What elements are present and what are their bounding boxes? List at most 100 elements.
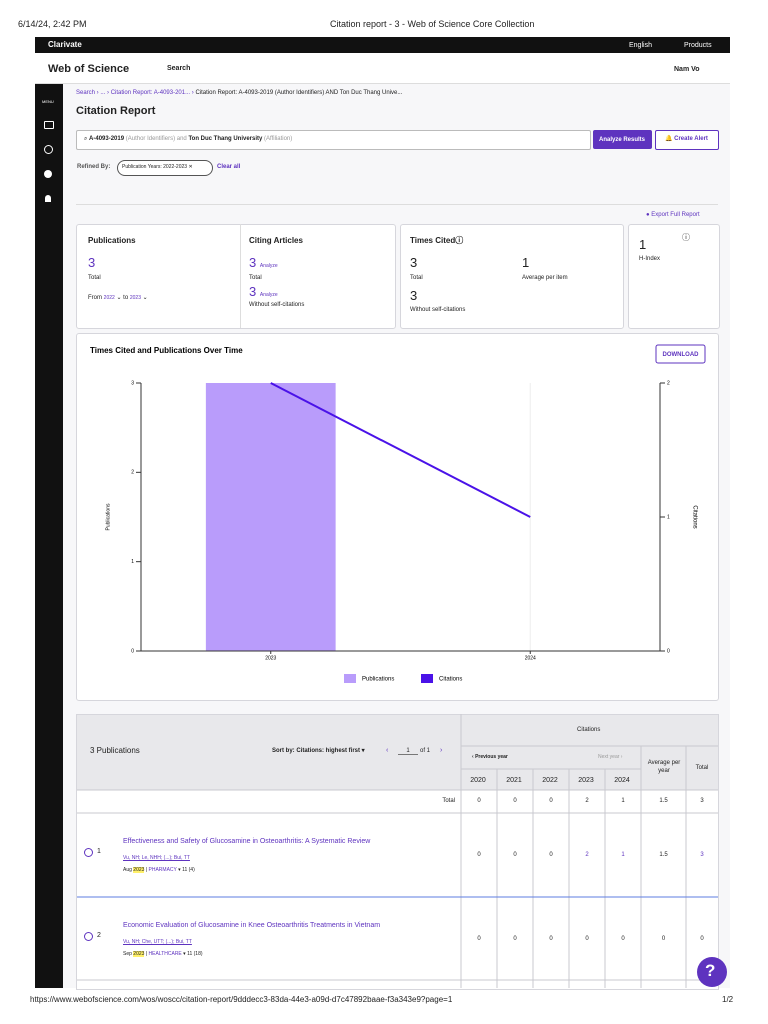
- from-year[interactable]: 2022: [103, 295, 115, 301]
- prev-page[interactable]: ‹: [386, 747, 389, 754]
- logo[interactable]: Web of Science: [48, 63, 130, 75]
- row-cell: 0: [549, 852, 553, 858]
- card-label: Without self-citations: [249, 302, 305, 308]
- y2-tick-label: 1: [667, 514, 670, 520]
- analyze-link[interactable]: Analyze: [259, 263, 278, 269]
- help-label: ?: [705, 961, 716, 980]
- to-year[interactable]: 2023: [129, 295, 141, 301]
- export-text: Export Full Report: [651, 212, 700, 218]
- row-cell: 0: [549, 936, 553, 942]
- year-header: 2022: [542, 777, 558, 784]
- row-number: 1: [97, 848, 101, 855]
- top-bar: [35, 37, 730, 53]
- row-cell: 0: [513, 852, 517, 858]
- card-title: Publications: [88, 236, 136, 245]
- row-cell: 0: [477, 936, 481, 942]
- total-cell: 0: [477, 798, 481, 804]
- legend-label: Publications: [362, 677, 394, 683]
- card-value[interactable]: 3 Analyze: [249, 285, 278, 298]
- download-button[interactable]: [655, 344, 706, 364]
- from: From: [88, 295, 102, 301]
- row-title[interactable]: Economic Evaluation of Glucosamine in Kn…: [123, 922, 381, 929]
- chart-panel: [76, 333, 719, 701]
- nav-search[interactable]: Search: [167, 65, 191, 72]
- export[interactable]: ● Export Full Report: [646, 212, 700, 218]
- row-authors[interactable]: Vu, NH; Che, UTT; (...); Bui, TT: [123, 939, 192, 945]
- row-journal: PHARMACY: [148, 867, 177, 873]
- alert-button[interactable]: [655, 130, 719, 150]
- row-cell: 0: [621, 936, 625, 942]
- crumb[interactable]: Citation Report: A-4093-201...: [110, 90, 191, 96]
- row-cell: 0: [700, 936, 704, 942]
- y-tick-label: 1: [131, 559, 134, 565]
- card-value: 1: [522, 255, 530, 270]
- profile-icon[interactable]: [44, 170, 52, 178]
- total-row-label: Total: [442, 798, 455, 804]
- collapse-icon[interactable]: [84, 848, 93, 857]
- row-cell: 0: [477, 852, 481, 858]
- chip-text: Publication Years: 2022-2023 ✕: [122, 164, 193, 170]
- crumb[interactable]: Search: [76, 90, 96, 96]
- analyze-label: Analyze Results: [599, 137, 646, 143]
- total-cell: 1: [621, 798, 625, 804]
- row-cell: 0: [585, 936, 589, 942]
- alert-label: 🔔 Create Alert: [665, 136, 708, 142]
- year-header: 2024: [614, 777, 630, 784]
- refine-chip[interactable]: [117, 160, 213, 176]
- page-of: of 1: [420, 748, 431, 754]
- query-box[interactable]: [76, 130, 591, 150]
- prev-year[interactable]: ‹ Previous year: [472, 754, 508, 760]
- card: [628, 224, 720, 329]
- print-page: 1/2: [722, 995, 734, 1004]
- sort-text: Sort by: Citations: highest first: [272, 748, 361, 754]
- chart: Times Cited and Publications Over Time D…: [90, 344, 706, 683]
- print-title: Citation report - 3 - Web of Science Cor…: [330, 19, 535, 29]
- row-journal: HEALTHCARE: [148, 951, 182, 957]
- citing-without: 3: [249, 284, 257, 299]
- crumb[interactable]: ...: [100, 90, 106, 96]
- query-affil-field: (Affiliation): [264, 136, 293, 142]
- menu-label[interactable]: MENU: [42, 99, 54, 104]
- total-cell: 2: [585, 798, 589, 804]
- history-icon[interactable]: [44, 145, 53, 154]
- year-range: From 2022 ⌄ to 2023 ⌄: [88, 295, 148, 301]
- card-label: H-Index: [639, 256, 661, 262]
- year-header: 2021: [506, 777, 522, 784]
- average-header: Average per year: [647, 760, 681, 774]
- sort[interactable]: Sort by: Citations: highest first ▾: [272, 748, 365, 754]
- print-date: 6/14/24, 2:42 PM: [18, 19, 87, 29]
- card-value[interactable]: 3 Analyze: [249, 256, 278, 269]
- collapse-icon[interactable]: [84, 932, 93, 941]
- alert-icon[interactable]: [45, 195, 51, 202]
- language[interactable]: English: [629, 42, 652, 49]
- alert-text: Create Alert: [674, 136, 708, 142]
- row-title[interactable]: Effectiveness and Safety of Glucosamine …: [123, 838, 371, 845]
- card-label: Total: [249, 275, 262, 281]
- citations-header: Citations: [577, 727, 601, 733]
- analyze-button[interactable]: [593, 130, 652, 149]
- legend-swatch: [421, 674, 433, 683]
- chip-label: Publication Years: 2022-2023: [122, 164, 188, 170]
- user-menu[interactable]: Nam Vo: [674, 66, 700, 73]
- clear-all[interactable]: Clear all: [217, 164, 241, 170]
- citing-total: 3: [249, 255, 257, 270]
- analyze-link[interactable]: Analyze: [259, 292, 278, 298]
- page-input[interactable]: 1: [398, 748, 418, 755]
- card-value: 3: [410, 255, 418, 270]
- crumb: Citation Report: A-4093-2019 (Author Ide…: [195, 90, 403, 96]
- card-label: Without self-citations: [410, 307, 466, 313]
- folder-icon[interactable]: [44, 121, 54, 129]
- next-year-text: Next year: [598, 754, 620, 760]
- info-icon[interactable]: ⓘ: [682, 233, 690, 242]
- to: to: [123, 295, 129, 301]
- next-year: Next year ›: [598, 754, 623, 760]
- card-title: Times Citedⓘ: [410, 236, 464, 245]
- help-button[interactable]: [697, 957, 727, 987]
- legend-swatch: [344, 674, 356, 683]
- row-authors[interactable]: Vu, NH; Le, NHH; (...); Bui, TT: [123, 855, 190, 861]
- card-value[interactable]: 3: [88, 255, 96, 270]
- next-page[interactable]: ›: [440, 747, 443, 754]
- products[interactable]: Products: [684, 42, 712, 49]
